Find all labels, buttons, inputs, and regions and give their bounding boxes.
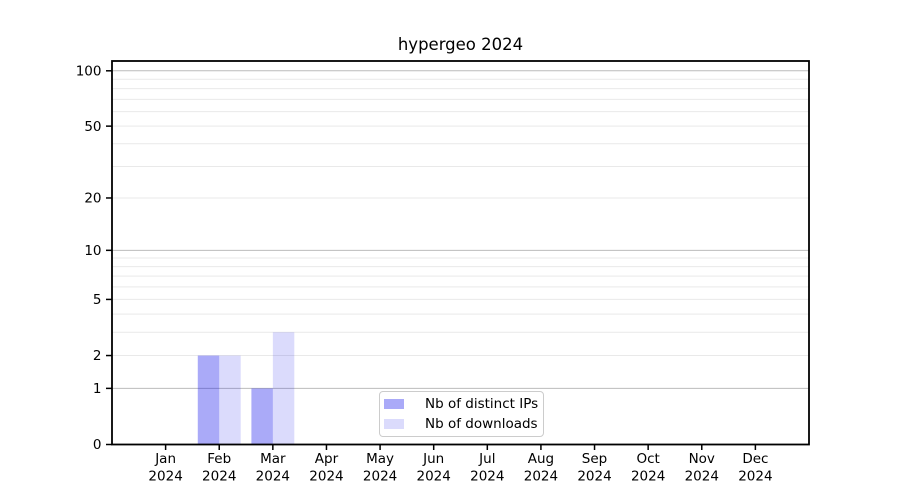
x-tick-label-month: Mar xyxy=(260,451,286,467)
chart-title: hypergeo 2024 xyxy=(397,35,524,54)
x-tick-label-month: Aug xyxy=(528,451,554,467)
y-tick-label: 0 xyxy=(93,437,102,453)
y-tick-label: 1 xyxy=(93,381,102,397)
bar-distinct-ips-mar xyxy=(251,388,273,445)
x-tick-label-month: Sep xyxy=(582,451,607,467)
x-tick-label-year: 2024 xyxy=(417,469,451,485)
x-tick-label-year: 2024 xyxy=(148,469,182,485)
y-tick-label: 2 xyxy=(93,348,102,364)
bar-distinct-ips-feb xyxy=(197,355,220,445)
y-tick-label: 50 xyxy=(84,119,101,135)
x-tick-label-year: 2024 xyxy=(363,469,397,485)
x-tick-label-year: 2024 xyxy=(470,469,504,485)
x-tick-label-year: 2024 xyxy=(577,469,611,485)
y-tick-label: 100 xyxy=(76,64,102,80)
legend-label-downloads: Nb of downloads xyxy=(425,415,538,432)
x-tick-label-year: 2024 xyxy=(524,469,558,485)
x-tick-label-year: 2024 xyxy=(738,469,772,485)
x-tick-label-year: 2024 xyxy=(256,469,290,485)
bar-downloads-mar xyxy=(272,332,295,445)
legend-swatch-distinct-ips xyxy=(384,399,404,409)
y-tick-label: 10 xyxy=(84,243,101,259)
y-tick-label: 5 xyxy=(93,292,102,308)
x-tick-label-month: Oct xyxy=(636,451,659,467)
legend: Nb of distinct IPs Nb of downloads xyxy=(379,391,544,437)
x-tick-label-month: Nov xyxy=(689,451,715,467)
x-tick-label-month: Jan xyxy=(154,451,176,467)
x-tick-label-month: Dec xyxy=(742,451,768,467)
legend-item-distinct-ips: Nb of distinct IPs xyxy=(380,395,543,414)
x-tick-label-month: Jul xyxy=(478,451,495,467)
plot-border xyxy=(111,60,810,446)
y-tick-label: 20 xyxy=(84,191,101,207)
x-tick-label-month: Jun xyxy=(422,451,444,467)
x-tick-label-month: May xyxy=(366,451,394,467)
x-tick-label-year: 2024 xyxy=(685,469,719,485)
legend-item-downloads: Nb of downloads xyxy=(380,414,543,433)
x-tick-label-month: Apr xyxy=(315,451,339,467)
x-tick-label-month: Feb xyxy=(207,451,231,467)
x-tick-label-year: 2024 xyxy=(309,469,343,485)
legend-label-distinct-ips: Nb of distinct IPs xyxy=(425,396,539,413)
x-tick-label-year: 2024 xyxy=(202,469,236,485)
bar-downloads-feb xyxy=(219,355,241,445)
x-tick-label-year: 2024 xyxy=(631,469,665,485)
legend-swatch-downloads xyxy=(384,419,404,429)
